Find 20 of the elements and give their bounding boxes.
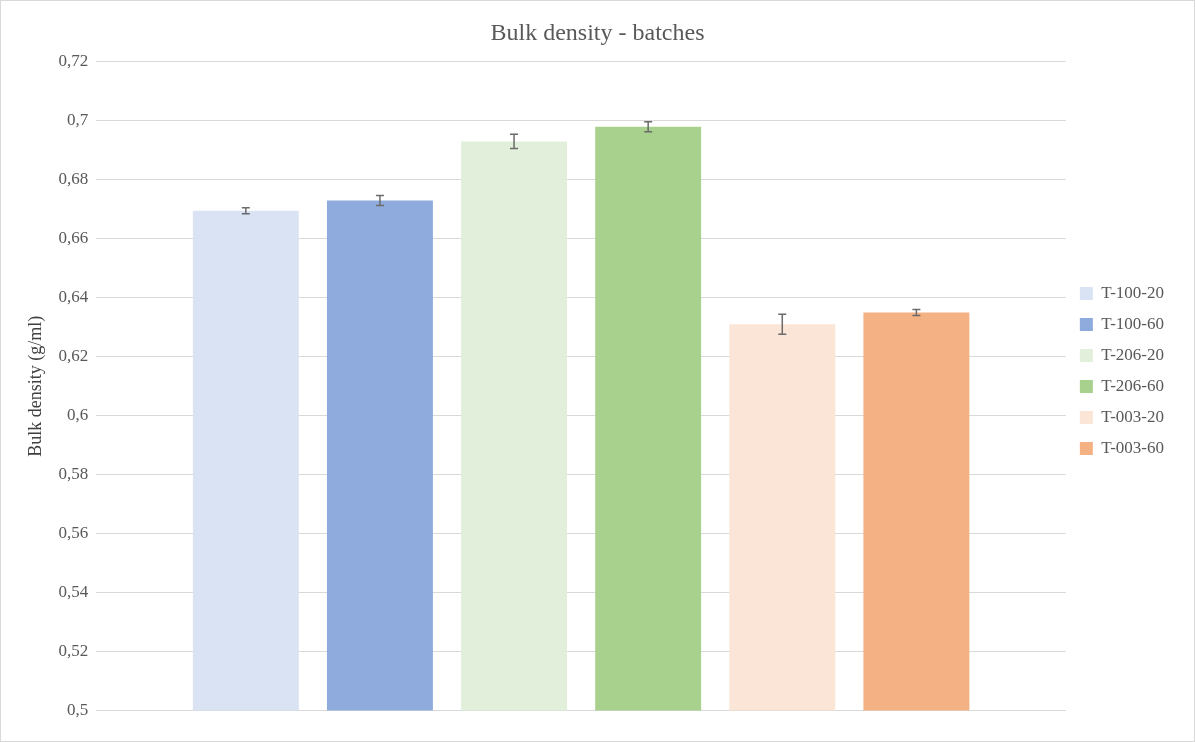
y-tick-label: 0,58 <box>58 464 89 484</box>
chart-title: Bulk density - batches <box>490 18 705 45</box>
y-tick-label: 0,72 <box>58 51 89 71</box>
y-tick-label: 0,6 <box>67 405 89 425</box>
y-tick-label: 0,66 <box>58 228 89 248</box>
y-tick-label: 0,64 <box>58 287 89 307</box>
legend-label: T-206-20 <box>1101 344 1165 364</box>
legend-label: T-100-60 <box>1101 313 1165 333</box>
y-tick-label: 0,56 <box>58 523 89 543</box>
legend-label: T-100-20 <box>1101 282 1165 302</box>
y-tick-label: 0,54 <box>58 582 89 602</box>
y-tick-label: 0,62 <box>58 346 89 366</box>
legend-label: T-003-60 <box>1101 437 1165 457</box>
y-axis-title: Bulk density (g/ml) <box>24 315 46 457</box>
y-tick-label: 0,5 <box>67 700 89 720</box>
y-tick-label: 0,7 <box>67 110 89 130</box>
y-tick-label: 0,68 <box>58 169 89 189</box>
legend-label: T-003-20 <box>1101 406 1165 426</box>
legend-label: T-206-60 <box>1101 375 1165 395</box>
y-tick-label: 0,52 <box>58 641 89 661</box>
